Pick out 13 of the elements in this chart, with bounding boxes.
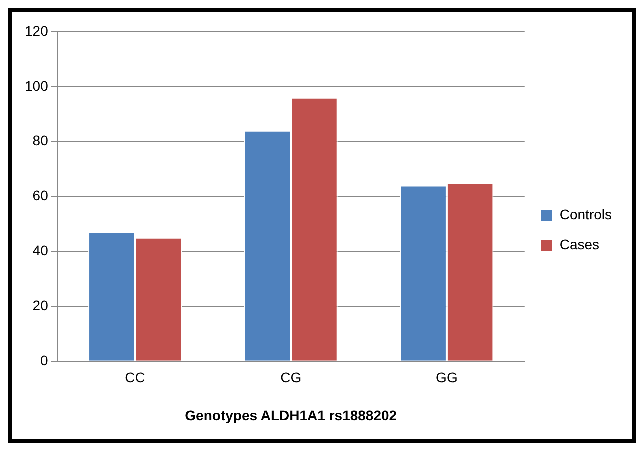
x-axis-title: Genotypes ALDH1A1 rs1888202 — [185, 407, 398, 424]
legend-label: Cases — [560, 236, 600, 252]
x-tick-label: CG — [280, 370, 302, 386]
legend-label: Controls — [560, 206, 612, 222]
y-tick-label: 0 — [40, 352, 49, 368]
y-tick-label: 20 — [32, 297, 49, 314]
y-tick-label: 60 — [32, 188, 49, 204]
x-tick-label: GG — [436, 370, 458, 386]
y-tick-label: 100 — [25, 78, 49, 94]
y-tick-label: 120 — [25, 22, 49, 39]
x-tick-label: CC — [125, 370, 146, 386]
y-tick-label: 80 — [32, 132, 49, 149]
y-tick-label: 40 — [32, 242, 49, 258]
